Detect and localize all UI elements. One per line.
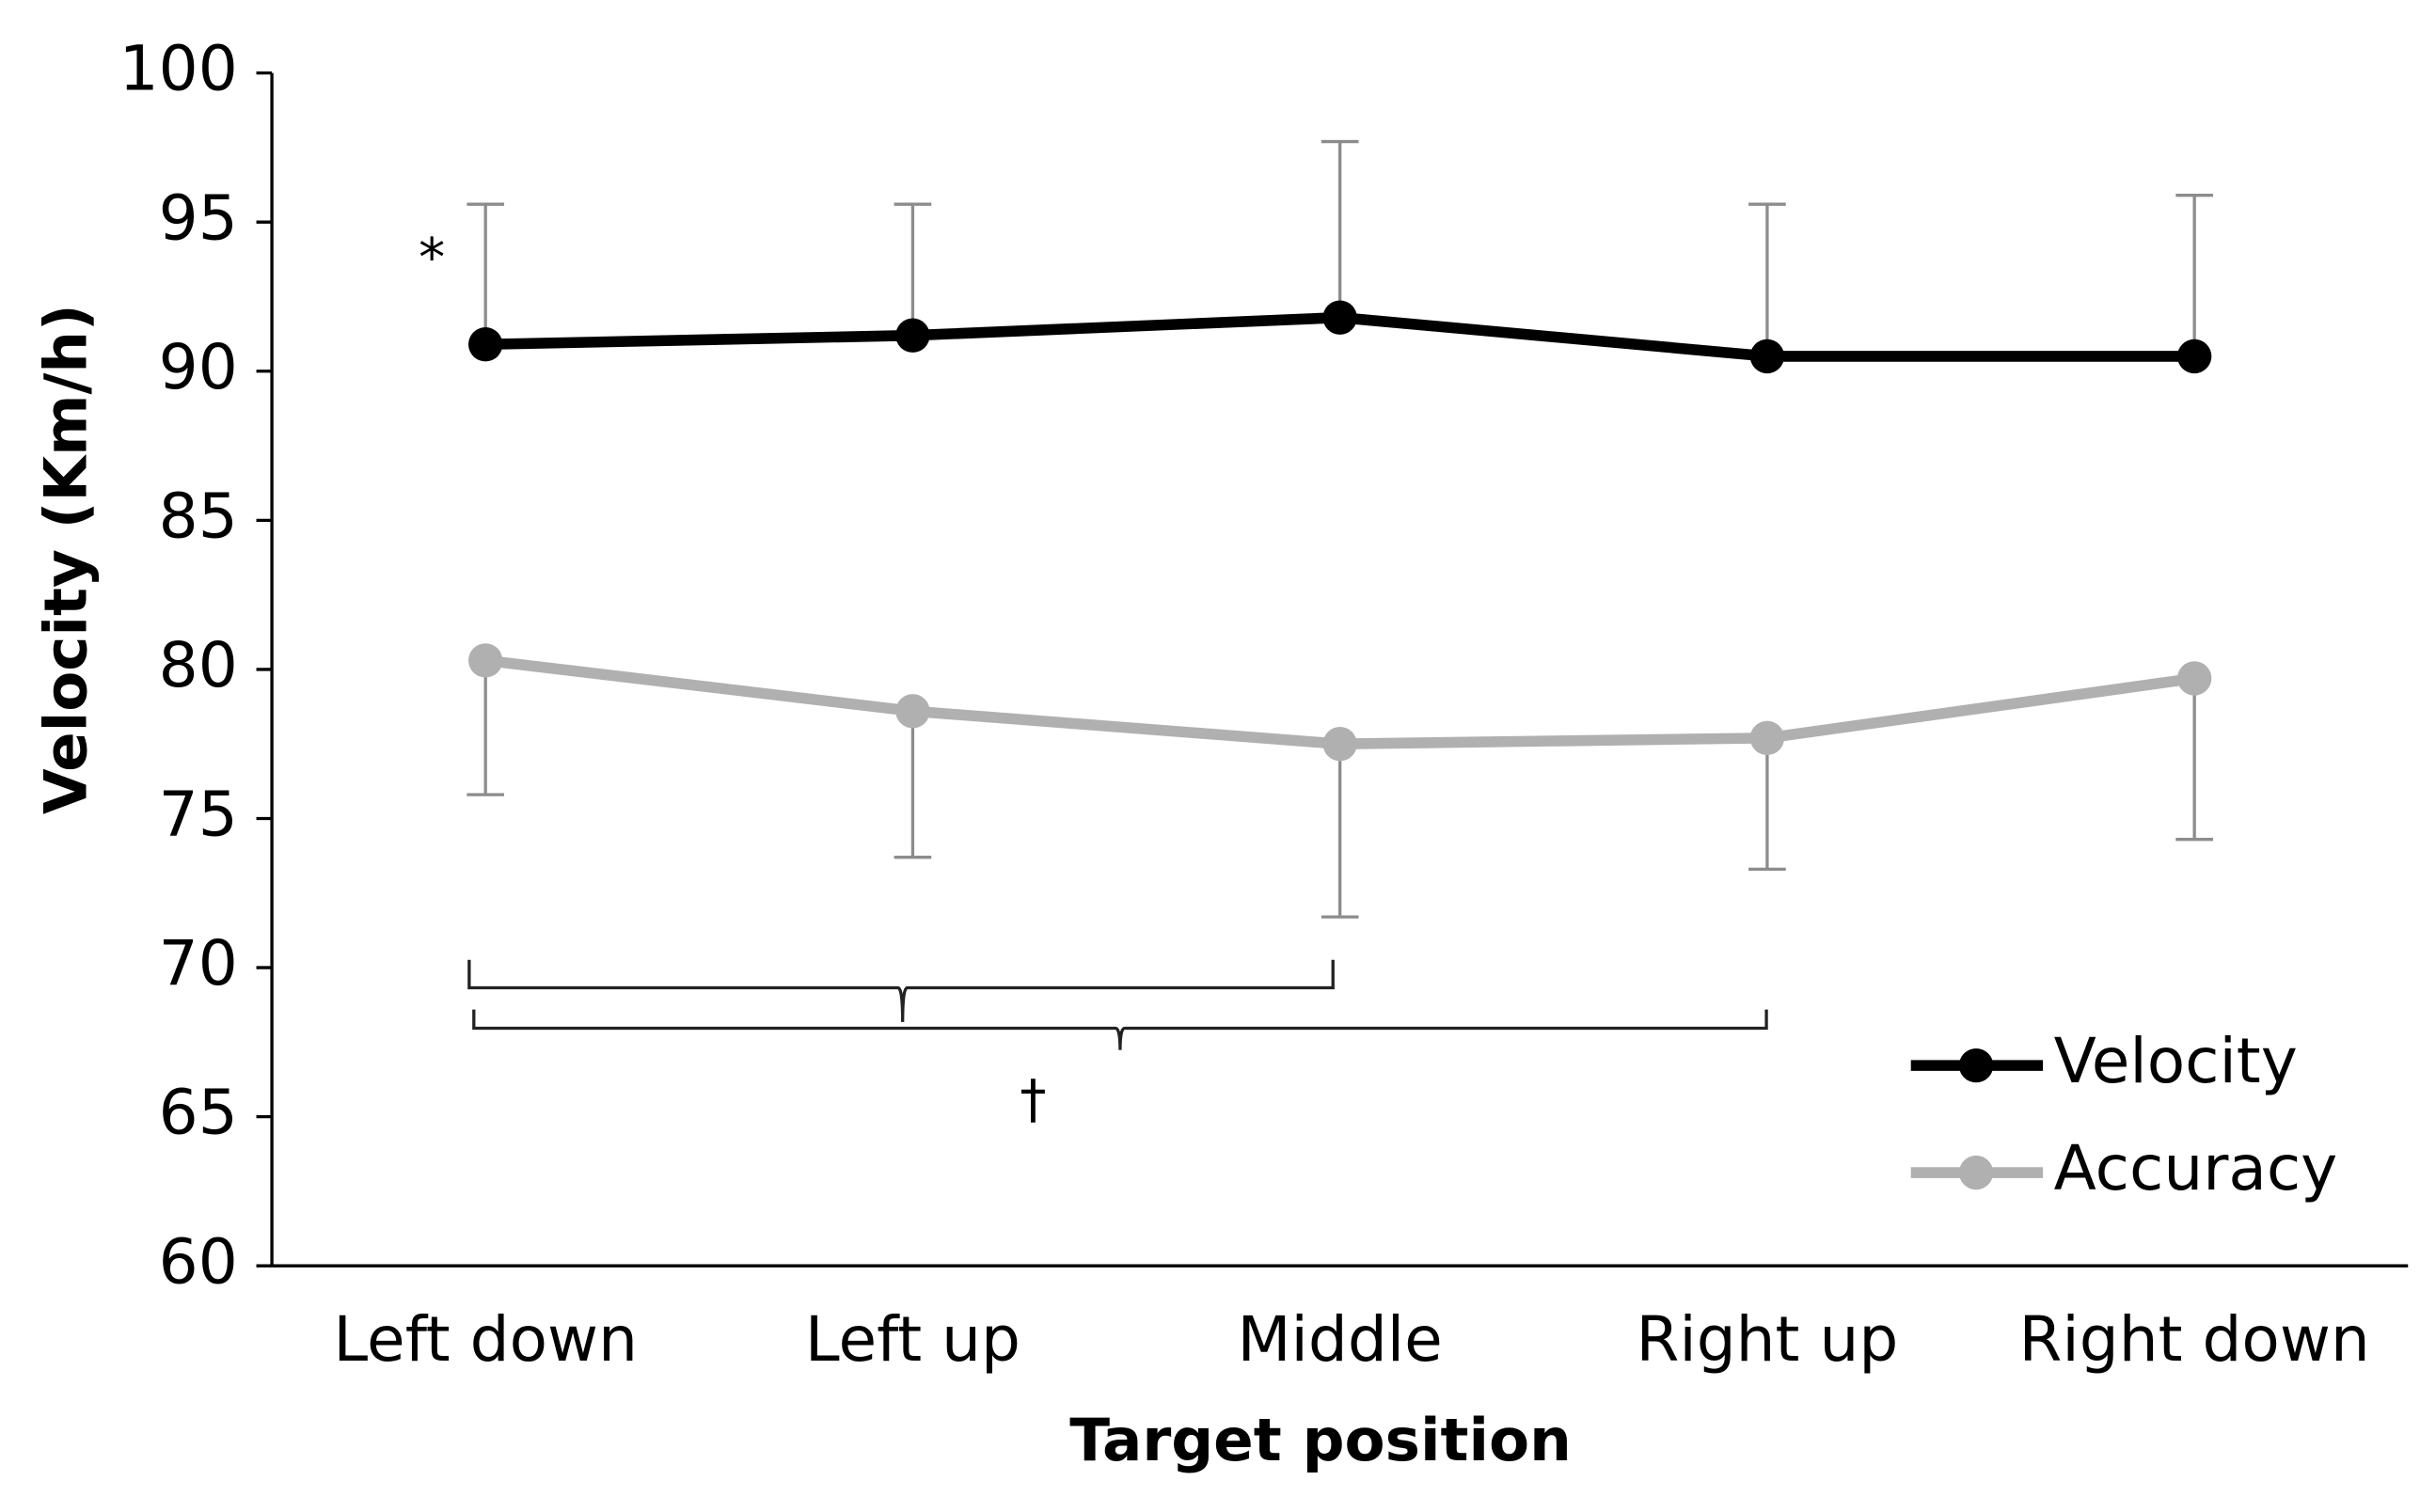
significance-brackets	[467, 959, 1768, 1050]
x-tick-label: Left down	[333, 1303, 638, 1376]
point	[1749, 339, 1785, 374]
point	[468, 643, 503, 678]
x-tick-label: Left up	[805, 1303, 1020, 1376]
x-axis-label: Target position	[1069, 1406, 1572, 1474]
point	[2176, 339, 2212, 374]
y-tick-label: 100	[119, 33, 238, 105]
x-tick-label: Right up	[1637, 1303, 1899, 1376]
point	[468, 327, 503, 362]
y-tick-label: 65	[159, 1077, 238, 1149]
legend-marker	[1958, 1155, 1994, 1190]
x-tick-label: Right down	[2019, 1303, 2370, 1376]
y-tick-label: 85	[159, 480, 238, 552]
annotation: *	[419, 228, 445, 289]
y-tick-label: 75	[159, 779, 238, 851]
point	[895, 694, 930, 729]
x-tick-label: Middle	[1238, 1303, 1443, 1376]
point	[2176, 661, 2212, 696]
point	[1322, 300, 1357, 335]
bracket	[467, 959, 1335, 1022]
y-tick-label: 80	[159, 629, 238, 701]
legend-marker	[1958, 1047, 1994, 1083]
y-tick-label: 95	[159, 181, 238, 254]
y-axis-label: Velocity (Km/h)	[31, 304, 100, 814]
point	[1322, 727, 1357, 762]
annotation: †	[1020, 1069, 1046, 1130]
legend-label: Velocity	[2054, 1025, 2298, 1097]
point	[1749, 720, 1785, 756]
legend-label: Accuracy	[2054, 1132, 2338, 1205]
y-tick-label: 90	[159, 331, 238, 403]
y-tick-label: 70	[159, 927, 238, 1000]
point	[895, 318, 930, 353]
bracket	[472, 1009, 1768, 1050]
y-tick-label: 60	[159, 1225, 238, 1298]
